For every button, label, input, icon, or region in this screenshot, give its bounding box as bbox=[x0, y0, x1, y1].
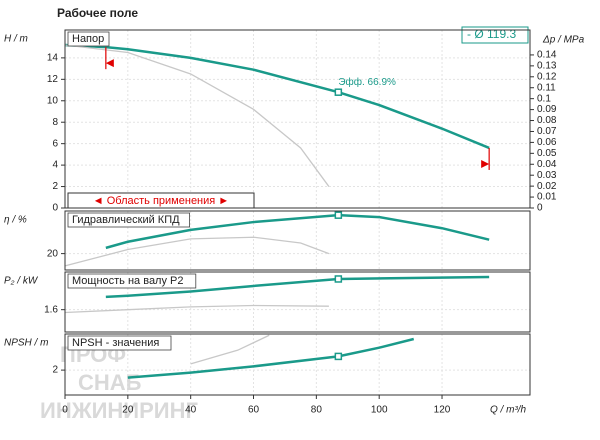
x-tick-label: 0 bbox=[62, 405, 68, 416]
x-tick-label: 20 bbox=[122, 405, 134, 416]
y-axis-label: NPSH / m bbox=[4, 338, 48, 349]
y-tick-label: 6 bbox=[52, 138, 58, 149]
y-axis-label: H / m bbox=[4, 34, 28, 45]
x-tick-label: 80 bbox=[311, 405, 323, 416]
panel-label: NPSH - значения bbox=[72, 337, 159, 349]
y-tick-label: 8 bbox=[52, 117, 58, 128]
curve bbox=[64, 43, 490, 150]
x-tick-label: 120 bbox=[434, 405, 451, 416]
curve bbox=[64, 236, 330, 267]
y2-tick-label: 0.03 bbox=[537, 170, 557, 181]
y2-tick-label: 0 bbox=[537, 203, 543, 214]
x-axis-label: Q / m³/h bbox=[490, 405, 527, 416]
y2-tick-label: 0.09 bbox=[537, 104, 557, 115]
curve bbox=[190, 334, 270, 365]
y-tick-label: 12 bbox=[47, 74, 59, 85]
y2-tick-label: 0.04 bbox=[537, 159, 557, 170]
range-arrow bbox=[105, 59, 114, 68]
y2-tick-label: 0.13 bbox=[537, 61, 557, 72]
legend-entry: - Ø 119.3 bbox=[467, 27, 516, 41]
panel-label-box bbox=[67, 212, 190, 228]
duty-point bbox=[334, 352, 343, 361]
y2-tick-label: 0.11 bbox=[537, 82, 556, 93]
y2-tick-label: 0.08 bbox=[537, 115, 557, 126]
annotation: Эфф. 66.9% bbox=[338, 76, 396, 88]
y-tick-label: 2 bbox=[52, 181, 58, 192]
y-tick-label: 14 bbox=[47, 53, 59, 64]
panel-frame bbox=[64, 271, 531, 333]
duty-point bbox=[334, 211, 343, 219]
y-axis-label: η / % bbox=[4, 215, 27, 226]
y2-tick-label: 0.02 bbox=[537, 181, 557, 192]
range-arrow bbox=[481, 159, 490, 168]
curve bbox=[64, 44, 330, 187]
panel-label: Напор bbox=[72, 33, 104, 45]
y2-tick-label: 0.1 bbox=[537, 93, 551, 104]
curve bbox=[64, 304, 329, 314]
y2-tick-label: 0.12 bbox=[537, 71, 557, 82]
panel-frame bbox=[64, 210, 531, 271]
duty-point bbox=[334, 275, 343, 283]
watermark: СНАБ bbox=[78, 370, 142, 395]
curve bbox=[127, 337, 415, 379]
y-tick-label: 1.6 bbox=[44, 304, 58, 315]
panel-label-box bbox=[67, 335, 172, 351]
y-tick-label: 20 bbox=[47, 248, 59, 259]
panel-label-box bbox=[67, 31, 110, 47]
y2-axis-label: Δp / MPa bbox=[542, 35, 585, 46]
chart-title: Рабочее поле bbox=[57, 6, 138, 20]
y2-tick-label: 0.14 bbox=[537, 50, 557, 61]
y-axis-label: P₂ / kW bbox=[4, 276, 39, 287]
legend-box bbox=[461, 26, 529, 44]
panel-label: Гидравлический КПД bbox=[72, 214, 180, 226]
x-tick-label: 100 bbox=[371, 405, 388, 416]
y2-tick-label: 0.07 bbox=[537, 126, 557, 137]
panel-frame bbox=[64, 333, 531, 396]
panel-frame bbox=[64, 29, 531, 209]
y-tick-label: 10 bbox=[47, 95, 59, 106]
y-tick-label: 0 bbox=[52, 203, 58, 214]
x-tick-label: 40 bbox=[185, 405, 197, 416]
curve bbox=[105, 275, 490, 299]
y-tick-label: 2 bbox=[52, 365, 58, 376]
y2-tick-label: 0.05 bbox=[537, 148, 557, 159]
panel-label-box bbox=[67, 273, 197, 289]
panel-label: Мощность на валу P2 bbox=[72, 275, 184, 287]
y2-tick-label: 0.06 bbox=[537, 137, 557, 148]
watermark: ИНЖИНИРИНГ bbox=[40, 398, 198, 423]
curve bbox=[105, 213, 490, 250]
y-tick-label: 4 bbox=[52, 160, 58, 171]
duty-point bbox=[334, 88, 343, 96]
x-tick-label: 60 bbox=[248, 405, 260, 416]
y2-tick-label: 0.01 bbox=[537, 192, 557, 203]
range-label: ◄ Область применения ► bbox=[93, 195, 229, 207]
